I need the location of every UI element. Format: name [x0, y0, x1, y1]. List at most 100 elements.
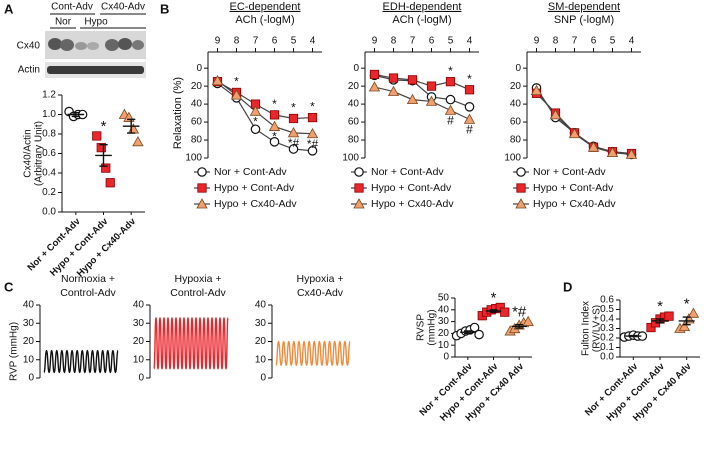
blot-group: Cx40-Adv — [101, 2, 145, 13]
x-tick-label: 9 — [372, 36, 378, 47]
error-bar — [682, 316, 691, 326]
annotation: * — [101, 118, 107, 135]
x-tick-label: 4 — [629, 36, 635, 47]
annotation: * — [491, 289, 497, 306]
error-bar — [489, 309, 498, 313]
y-tick-label: 0.0 — [600, 352, 614, 363]
y-tick-label: 30 — [255, 318, 267, 329]
point-label: *# — [307, 137, 319, 151]
marker — [307, 146, 318, 156]
marker — [230, 89, 243, 100]
series-line — [217, 80, 313, 135]
chart-title: Normoxia + — [61, 273, 115, 285]
y-tick-label: 0.3 — [600, 323, 614, 334]
point-label: *# — [288, 136, 300, 150]
y-tick-label: 20 — [255, 336, 267, 347]
marker — [269, 110, 280, 120]
legend-marker — [516, 167, 526, 177]
point-label: * — [448, 64, 453, 78]
chart-title: Hypoxia + — [175, 273, 222, 285]
y-axis-label: RVP (mmHg) — [9, 322, 20, 381]
y-tick-label: 100 — [342, 153, 359, 164]
marker — [127, 123, 140, 134]
marker — [307, 112, 318, 123]
y-tick-label: 0.6 — [42, 148, 56, 159]
legend-label: Nor + Cont-Adv — [214, 166, 287, 178]
y-tick-label: 100 — [504, 153, 521, 164]
marker — [463, 113, 476, 124]
y-tick-label: 40 — [255, 300, 267, 311]
panel-label: D — [563, 279, 572, 294]
y-axis-label: RVSP — [416, 314, 427, 341]
y-axis-label: Relaxation (%) — [172, 77, 184, 149]
point-label: * — [272, 97, 277, 111]
marker — [426, 81, 437, 91]
chart-title: Control-Adv — [60, 287, 116, 299]
marker — [249, 105, 262, 116]
y-tick-label: 0 — [515, 63, 521, 74]
x-tick-label: 8 — [553, 36, 559, 47]
point-label: * — [234, 75, 239, 89]
series-line — [535, 87, 632, 156]
marker — [625, 148, 638, 159]
x-tick-label: 5 — [291, 36, 297, 47]
marker — [306, 127, 319, 139]
point-label: # — [447, 114, 454, 128]
chart-title: Cx40-Adv — [297, 287, 344, 299]
marker — [687, 307, 700, 318]
y-tick-label: 30 — [23, 318, 35, 329]
y-axis-label: Fulton Index — [581, 301, 592, 356]
marker — [474, 329, 484, 340]
x-axis-label: ACh (-logM) — [235, 14, 294, 26]
marker — [388, 73, 399, 83]
y-tick-label: 40 — [133, 300, 145, 311]
marker — [549, 109, 562, 120]
y-tick-label: 0.5 — [600, 304, 614, 315]
y-tick-label: 10 — [133, 354, 145, 365]
y-tick-label: 40 — [510, 99, 522, 110]
pressure-trace — [153, 317, 229, 370]
y-tick-label: 0.0 — [42, 207, 56, 218]
y-tick-label: 10 — [23, 354, 35, 365]
x-tick-label: 6 — [429, 36, 435, 47]
y-tick-label: 60 — [348, 117, 360, 128]
marker — [530, 84, 543, 96]
error-bar — [515, 323, 524, 329]
y-tick-label: 20 — [510, 81, 522, 92]
x-tick-label: 5 — [610, 36, 616, 47]
y-tick-label: 0 — [443, 352, 449, 363]
y-tick-label: 10 — [255, 354, 267, 365]
y-tick-label: 80 — [191, 135, 203, 146]
blot-condition: Nor — [55, 17, 72, 28]
legend-label: Hypo + Cx40-Adv — [371, 198, 454, 210]
chart-title: EDH-dependent — [383, 1, 462, 13]
legend-label: Nor + Cont-Adv — [533, 166, 606, 178]
y-tick-label: 20 — [23, 336, 35, 347]
panel-label: A — [4, 1, 14, 16]
chart-title: EC-dependent — [230, 1, 301, 13]
marker — [96, 143, 106, 153]
error-bar — [99, 144, 108, 167]
marker — [444, 104, 457, 115]
marker — [287, 127, 300, 138]
marker — [268, 120, 281, 131]
legend-marker — [354, 183, 364, 193]
marker — [387, 85, 400, 96]
y-tick-label: 20 — [438, 328, 450, 339]
error-bar — [463, 330, 472, 335]
y-tick-label: 1.2 — [42, 90, 56, 101]
y-axis-label: Cx40/Actin — [23, 129, 34, 177]
y-tick-label: 40 — [348, 99, 360, 110]
marker — [368, 81, 381, 92]
y-tick-label: 40 — [191, 99, 203, 110]
chart-title: Control-Adv — [170, 287, 226, 299]
y-tick-label: 0.2 — [600, 333, 614, 344]
marker — [678, 320, 691, 331]
y-tick-label: 20 — [348, 81, 360, 92]
y-tick-label: 80 — [510, 135, 522, 146]
marker — [407, 75, 418, 85]
legend-marker — [515, 198, 527, 209]
y-tick-label: 20 — [133, 336, 145, 347]
y-tick-label: 50 — [438, 293, 450, 304]
marker — [445, 94, 456, 105]
